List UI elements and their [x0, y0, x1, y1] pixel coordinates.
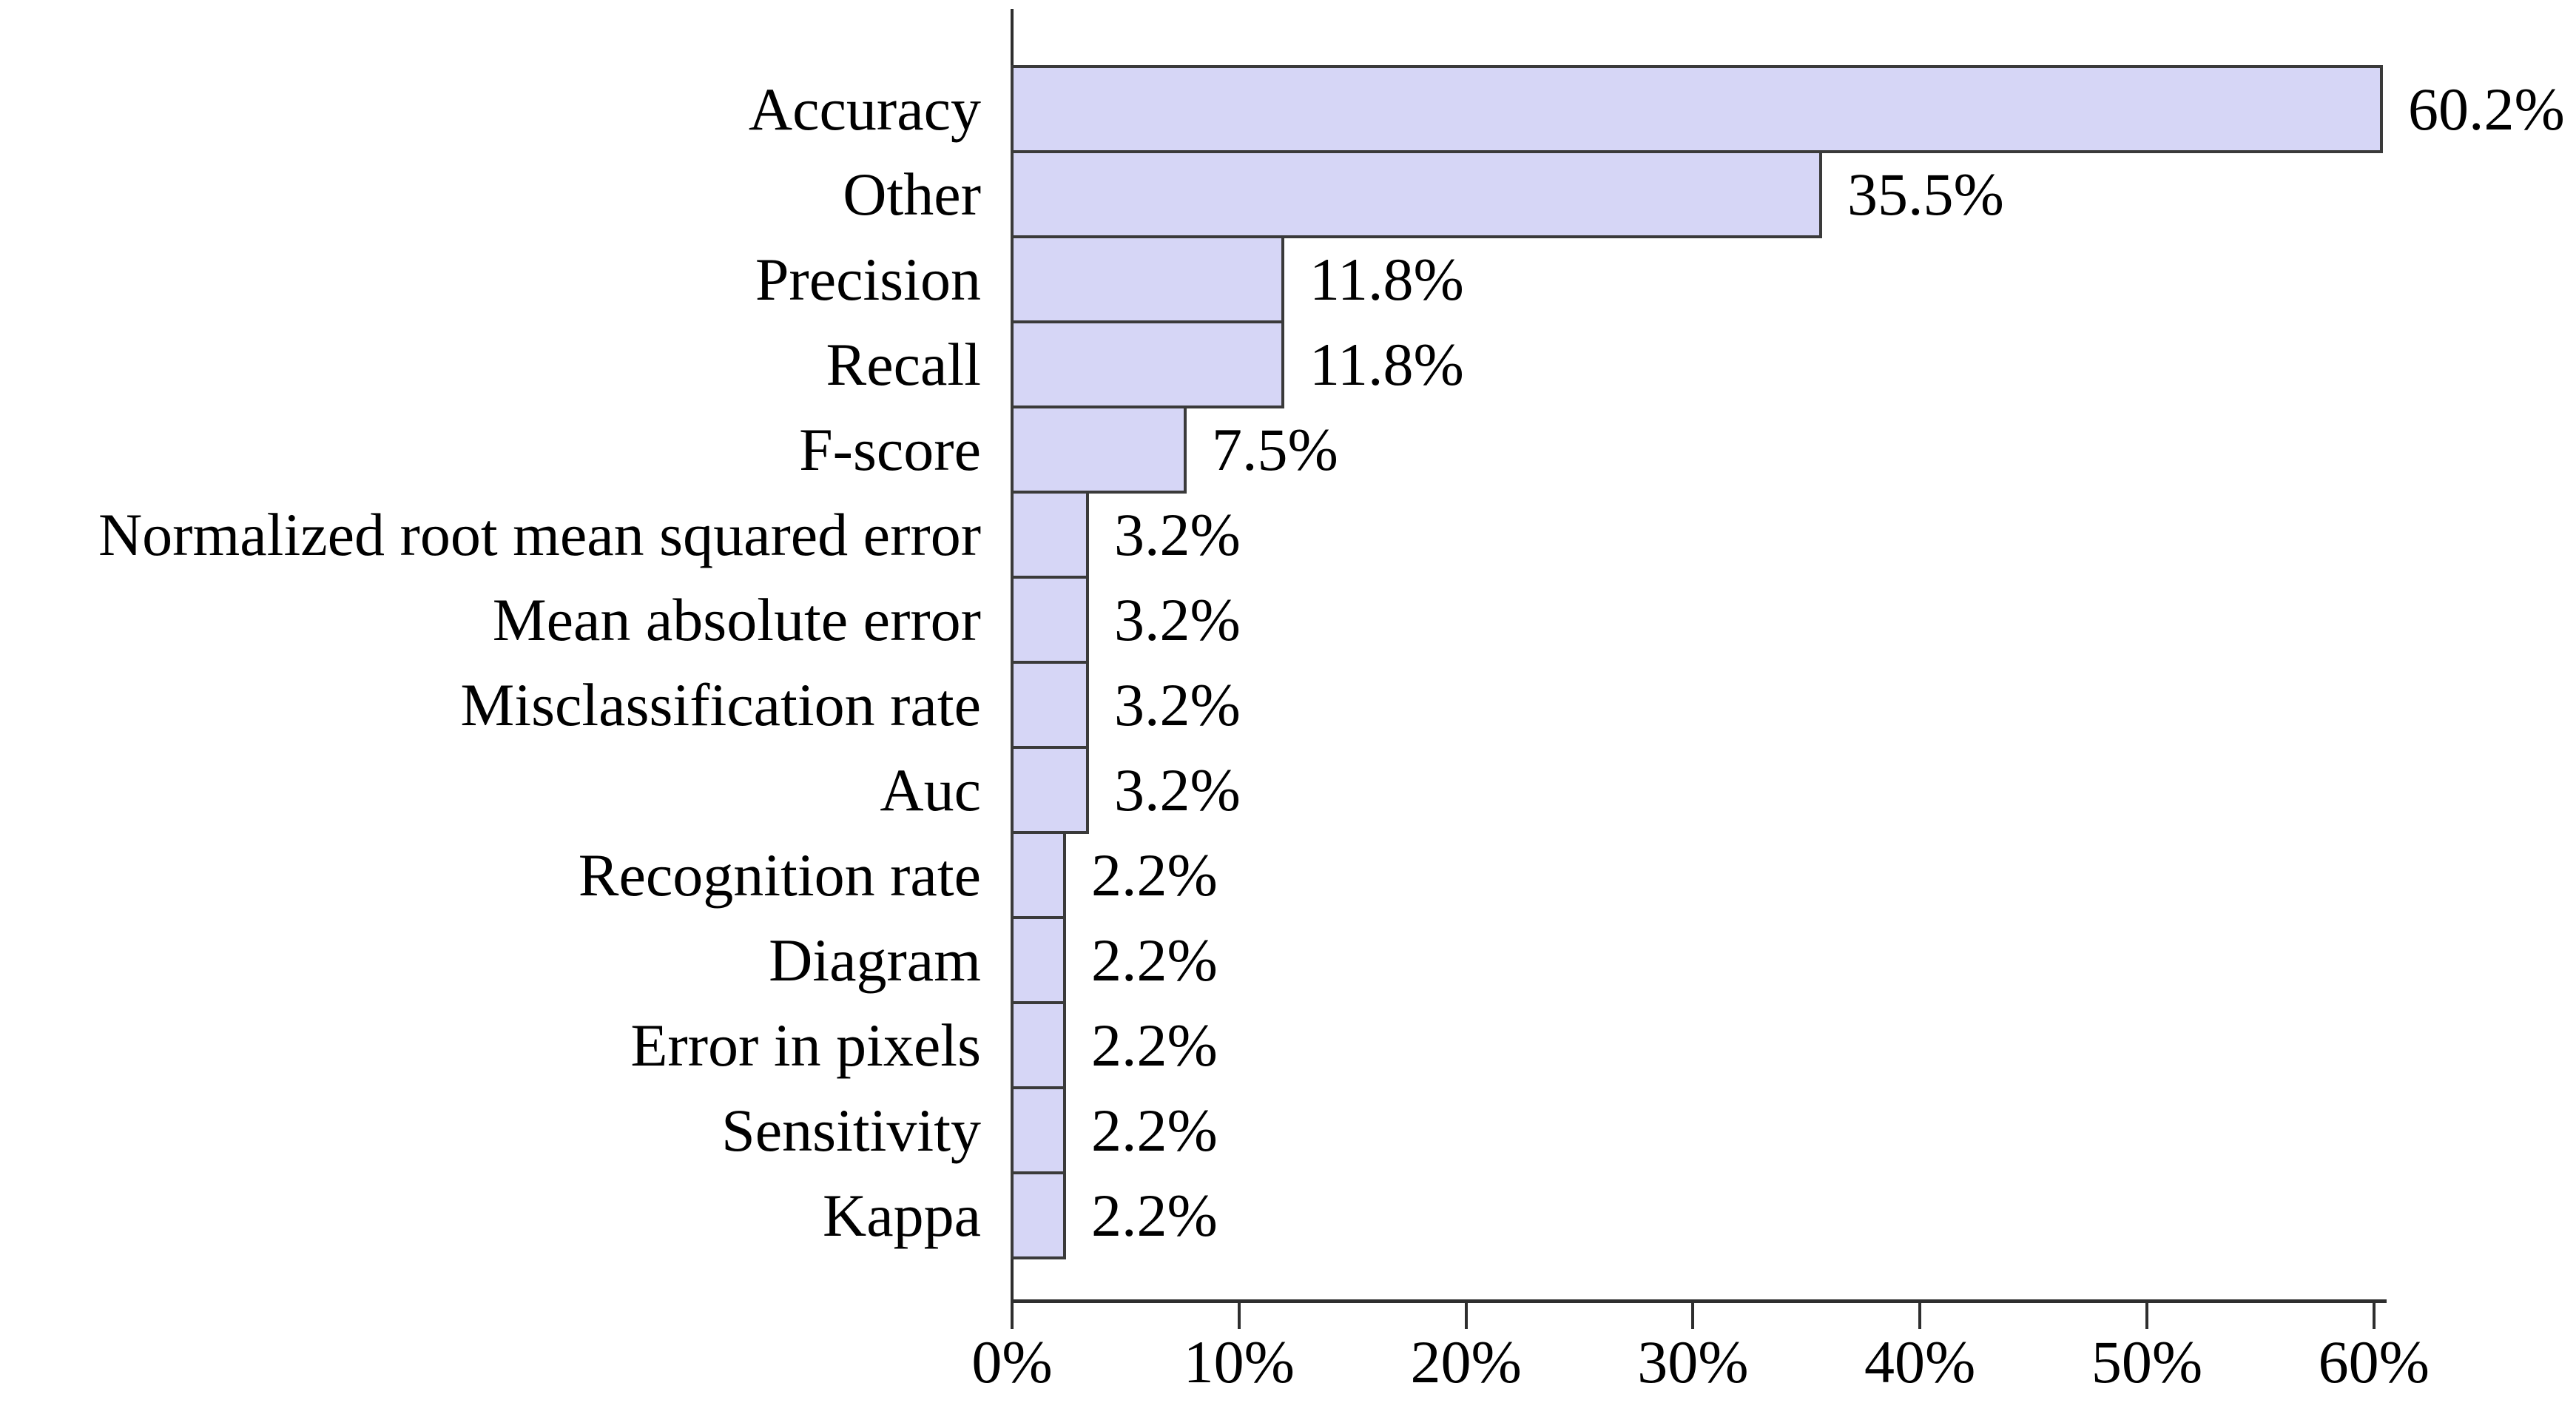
bar-track: 35.5%: [1011, 150, 2576, 238]
x-tick: [1237, 1299, 1241, 1329]
bar-row: Accuracy 60.2%: [0, 65, 2576, 153]
category-label: Sensitivity: [721, 1097, 981, 1164]
bar: [1011, 65, 2383, 153]
bar: [1011, 491, 1089, 579]
value-label: 60.2%: [2408, 75, 2565, 143]
bar-track: 3.2%: [1011, 576, 2576, 664]
bar: [1011, 831, 1066, 919]
category-label: Kappa: [822, 1182, 981, 1249]
bar-row: Kappa 2.2%: [0, 1171, 2576, 1259]
x-tick: [1464, 1299, 1468, 1329]
x-tick-label: 50%: [2091, 1328, 2203, 1396]
bar: [1011, 150, 1822, 238]
bar-row: Other 35.5%: [0, 150, 2576, 238]
bar: [1011, 1086, 1066, 1174]
bar-track: 11.8%: [1011, 235, 2576, 323]
bar: [1011, 576, 1089, 664]
x-tick-label: 20%: [1410, 1328, 1522, 1396]
bar-track: 2.2%: [1011, 1086, 2576, 1174]
value-label: 2.2%: [1091, 841, 1218, 909]
value-label: 11.8%: [1309, 331, 1464, 398]
bar: [1011, 320, 1284, 408]
x-tick-label: 0%: [971, 1328, 1053, 1396]
bar: [1011, 916, 1066, 1004]
bar-row: Misclassification rate 3.2%: [0, 661, 2576, 749]
bar-row: Normalized root mean squared error 3.2%: [0, 491, 2576, 579]
bar-track: 11.8%: [1011, 320, 2576, 408]
bar-rows: Accuracy 60.2% Other 35.5% Precision 11.…: [0, 65, 2576, 1259]
bar: [1011, 1001, 1066, 1089]
x-tick: [1918, 1299, 1922, 1329]
bar: [1011, 661, 1089, 749]
value-label: 2.2%: [1091, 926, 1218, 994]
x-tick: [2145, 1299, 2148, 1329]
x-tick-label: 10%: [1183, 1328, 1295, 1396]
value-label: 3.2%: [1114, 671, 1241, 738]
x-tick-label: 40%: [1864, 1328, 1976, 1396]
bar-row: Sensitivity 2.2%: [0, 1086, 2576, 1174]
bar: [1011, 235, 1284, 323]
bar-track: 60.2%: [1011, 65, 2576, 153]
value-label: 2.2%: [1091, 1097, 1218, 1164]
value-label: 3.2%: [1114, 586, 1241, 653]
bar-track: 2.2%: [1011, 831, 2576, 919]
value-label: 3.2%: [1114, 756, 1241, 824]
bar-row: Precision 11.8%: [0, 235, 2576, 323]
category-label: F-score: [799, 416, 981, 483]
bar-row: Mean absolute error 3.2%: [0, 576, 2576, 664]
category-label: Auc: [880, 756, 981, 824]
bar-row: Diagram 2.2%: [0, 916, 2576, 1004]
bar-track: 2.2%: [1011, 916, 2576, 1004]
value-label: 2.2%: [1091, 1182, 1218, 1249]
bar-track: 2.2%: [1011, 1001, 2576, 1089]
bar-track: 2.2%: [1011, 1171, 2576, 1259]
bar-track: 3.2%: [1011, 491, 2576, 579]
bar-row: Recognition rate 2.2%: [0, 831, 2576, 919]
category-label: Mean absolute error: [492, 586, 981, 653]
category-label: Normalized root mean squared error: [98, 501, 981, 568]
category-label: Precision: [755, 246, 981, 313]
category-label: Recall: [826, 331, 981, 398]
category-label: Recognition rate: [578, 841, 981, 909]
x-axis-line: [1011, 1299, 2387, 1303]
category-label: Accuracy: [748, 75, 981, 143]
x-tick-label: 30%: [1637, 1328, 1749, 1396]
bar: [1011, 1171, 1066, 1259]
bar-track: 7.5%: [1011, 406, 2576, 494]
x-tick: [2372, 1299, 2376, 1329]
bar: [1011, 406, 1187, 494]
bar-track: 3.2%: [1011, 746, 2576, 834]
category-label: Misclassification rate: [460, 671, 981, 738]
category-label: Error in pixels: [630, 1012, 981, 1079]
bar-row: Error in pixels 2.2%: [0, 1001, 2576, 1089]
x-tick-label: 60%: [2318, 1328, 2430, 1396]
category-label: Diagram: [769, 926, 981, 994]
category-label: Other: [843, 161, 981, 228]
bar-row: F-score 7.5%: [0, 406, 2576, 494]
bar: [1011, 746, 1089, 834]
value-label: 11.8%: [1309, 246, 1464, 313]
value-label: 2.2%: [1091, 1012, 1218, 1079]
bar-track: 3.2%: [1011, 661, 2576, 749]
value-label: 7.5%: [1212, 416, 1338, 483]
value-label: 3.2%: [1114, 501, 1241, 568]
x-tick: [1691, 1299, 1695, 1329]
x-tick: [1011, 1299, 1014, 1329]
bar-row: Recall 11.8%: [0, 320, 2576, 408]
value-label: 35.5%: [1847, 161, 2004, 228]
bar-row: Auc 3.2%: [0, 746, 2576, 834]
